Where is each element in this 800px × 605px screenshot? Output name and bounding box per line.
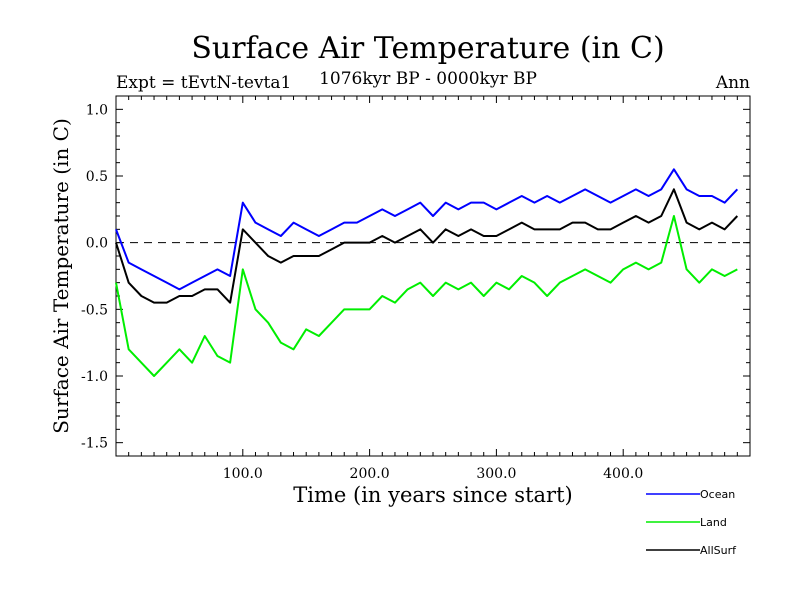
x-tick-label: 100.0 [223, 466, 263, 482]
series-ocean-line [115, 168, 739, 291]
legend-label-allsurf: AllSurf [700, 544, 737, 557]
series-layer [115, 168, 739, 377]
y-tick-label: 0.0 [86, 236, 108, 252]
x-tick-label: 200.0 [350, 466, 390, 482]
legend-label-land: Land [700, 516, 727, 529]
experiment-label: Expt = tEvtN-tevta1 [116, 73, 291, 93]
legend: Ocean Land AllSurf [646, 488, 737, 557]
x-tick-label: 400.0 [603, 466, 643, 482]
y-axis-label: Surface Air Temperature (in C) [49, 118, 73, 434]
series-allsurf-line [115, 188, 739, 304]
y-tick-label: -1.0 [81, 369, 108, 385]
series-land-line [115, 215, 738, 377]
y-tick-label: 0.5 [86, 169, 108, 185]
y-tick-label: -1.5 [81, 436, 108, 452]
y-tick-label: 1.0 [86, 102, 108, 118]
season-label: Ann [715, 73, 750, 93]
chart-subtitle: 1076kyr BP - 0000kyr BP [319, 69, 537, 89]
y-tick-label: -0.5 [81, 302, 108, 318]
x-axis-label: Time (in years since start) [293, 483, 572, 507]
chart-title: Surface Air Temperature (in C) [191, 31, 664, 66]
plot-area [115, 95, 751, 457]
x-tick-label: 300.0 [476, 466, 516, 482]
legend-label-ocean: Ocean [700, 488, 735, 501]
